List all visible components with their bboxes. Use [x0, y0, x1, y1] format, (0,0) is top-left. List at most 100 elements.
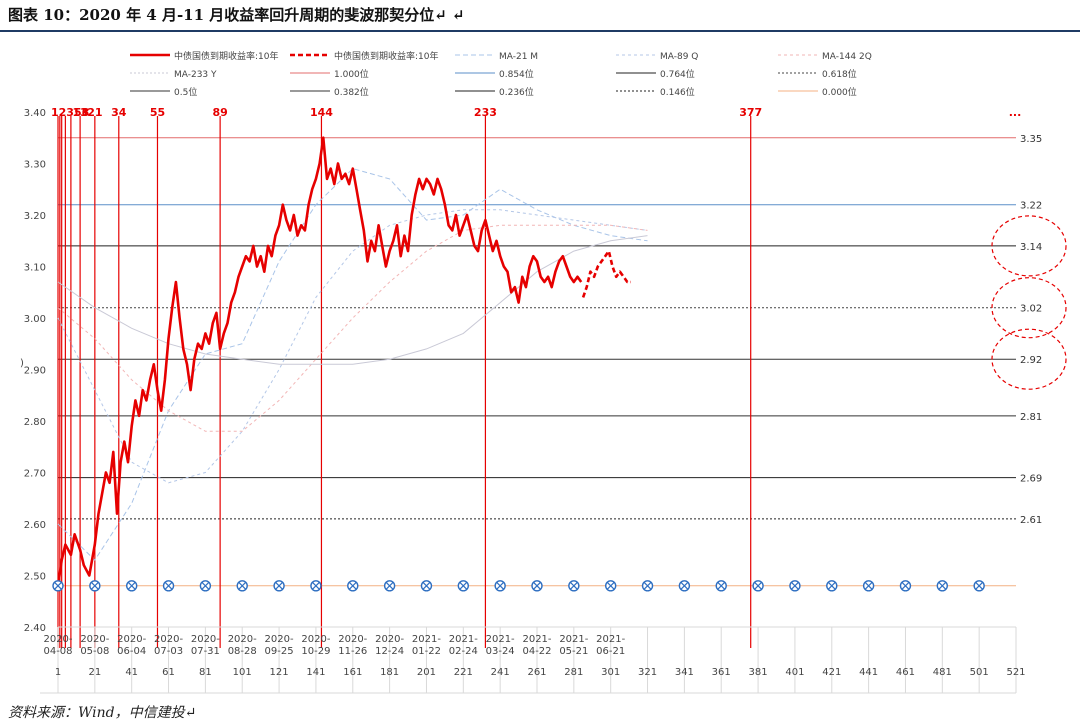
y-tick-label: 3.00 [24, 314, 46, 325]
level-highlight-circle [991, 328, 1067, 390]
fib-time-label: 34 [111, 106, 127, 119]
x-date-label-day: 01-22 [412, 646, 441, 657]
marker-cross [680, 581, 689, 590]
marker-cross [90, 581, 99, 590]
x-date-label-year: 2020- [43, 634, 72, 645]
x-date-label-year: 2020- [228, 634, 257, 645]
legend-label: 0.382位 [334, 86, 369, 98]
legend-label: 中债国债到期收益率:10年 [174, 50, 279, 62]
x-date-label-year: 2020- [191, 634, 220, 645]
x-date-label-day: 02-24 [449, 646, 478, 657]
x-date-label-day: 04-22 [522, 646, 551, 657]
legend-label: 1.000位 [334, 68, 369, 80]
fibonacci-yield-chart: 2.40 2.50 2.60 2.70 2.80 2.90 3.00 3.10 3.20 3.30… [20, 50, 1067, 694]
x-index-label: 21 [88, 667, 101, 678]
marker-cross [643, 581, 652, 590]
x-index-label: 141 [306, 667, 325, 678]
legend-label: MA-144 2Q [822, 52, 872, 62]
y-tick-label: 3.30 [24, 160, 46, 171]
x-index-label: 501 [970, 667, 989, 678]
x-index-label: 421 [822, 667, 841, 678]
x-index-label: 201 [417, 667, 436, 678]
title-rule [0, 30, 1080, 32]
x-date-label-year: 2021- [412, 634, 441, 645]
marker-cross [975, 581, 984, 590]
fib-time-more: ... [1009, 106, 1022, 119]
fib-time-label: 12358 [51, 106, 89, 119]
level-label: 2.81 [1020, 412, 1042, 423]
x-date-label-day: 04-08 [43, 646, 72, 657]
marker-cross [496, 581, 505, 590]
level-label: 2.69 [1020, 474, 1042, 485]
marker-cross [422, 581, 431, 590]
x-date-label-year: 2020- [338, 634, 367, 645]
x-index-label: 1 [55, 667, 61, 678]
marker-cross [938, 581, 947, 590]
y-tick-label: 3.40 [24, 108, 46, 119]
fib-time-label: 233 [474, 106, 497, 119]
legend-label: 0.000位 [822, 86, 857, 98]
y-tick-label: 3.10 [24, 263, 46, 274]
x-index-label: 481 [933, 667, 952, 678]
x-index-label: 361 [712, 667, 731, 678]
y-tick-label: 2.90 [24, 366, 46, 377]
x-index-label: 521 [1006, 667, 1025, 678]
marker-cross [901, 581, 910, 590]
x-index-label: 61 [162, 667, 175, 678]
x-date-label-year: 2021- [486, 634, 515, 645]
marker-cross [127, 581, 136, 590]
x-date-label-day: 07-31 [191, 646, 220, 657]
yield-series-dashed-line [581, 249, 631, 298]
level-highlight-circle [991, 277, 1067, 339]
x-index-label: 121 [270, 667, 289, 678]
y-axis-glyph: ) [20, 358, 24, 369]
yield-series-line [56, 136, 583, 586]
x-date-label-day: 09-25 [265, 646, 294, 657]
x-index-label: 401 [785, 667, 804, 678]
y-tick-label: 2.50 [24, 572, 46, 583]
x-date-label-year: 2021- [449, 634, 478, 645]
level-highlight-circle [991, 215, 1067, 277]
marker-cross [201, 581, 210, 590]
marker-cross [754, 581, 763, 590]
level-label: 3.02 [1020, 304, 1042, 315]
legend-label: MA-89 Q [660, 52, 698, 62]
figure-title: 图表 10：2020 年 4 月-11 月收益率回升周期的斐波那契分位↵ ↵ [8, 6, 465, 24]
x-index-label: 461 [896, 667, 915, 678]
level-label: 3.22 [1020, 201, 1042, 212]
legend-label: MA-233 Y [174, 70, 217, 80]
marker-cross [569, 581, 578, 590]
marker-cross [348, 581, 357, 590]
x-date-label-day: 08-28 [228, 646, 257, 657]
x-index-label: 281 [564, 667, 583, 678]
source-note: 资料来源：Wind，中信建投↵ [8, 705, 197, 721]
marker-cross [311, 581, 320, 590]
x-index-label: 221 [454, 667, 473, 678]
legend-label: 0.146位 [660, 86, 695, 98]
marker-cross [606, 581, 615, 590]
x-date-label-day: 05-08 [80, 646, 109, 657]
y-tick-label: 3.20 [24, 211, 46, 222]
x-date-label-year: 2020- [301, 634, 330, 645]
level-label: 3.14 [1020, 242, 1042, 253]
marker-cross [717, 581, 726, 590]
x-date-label-day: 07-03 [154, 646, 183, 657]
x-index-label: 241 [491, 667, 510, 678]
ma-series-line [57, 209, 648, 484]
fib-time-label: 144 [310, 106, 333, 119]
ma-series-line [57, 235, 648, 365]
x-date-label-day: 10-29 [301, 646, 330, 657]
x-index-label: 101 [233, 667, 252, 678]
x-index-label: 441 [859, 667, 878, 678]
marker-cross [238, 581, 247, 590]
x-date-label-day: 06-21 [596, 646, 625, 657]
legend-label: 0.854位 [499, 68, 534, 80]
level-label: 3.35 [1020, 134, 1042, 145]
x-date-label-year: 2020- [265, 634, 294, 645]
x-date-label-day: 03-24 [486, 646, 515, 657]
x-date-label-year: 2020- [375, 634, 404, 645]
marker-cross [54, 581, 62, 590]
level-label: 2.61 [1020, 515, 1042, 526]
x-index-label: 41 [125, 667, 138, 678]
x-index-label: 321 [638, 667, 657, 678]
